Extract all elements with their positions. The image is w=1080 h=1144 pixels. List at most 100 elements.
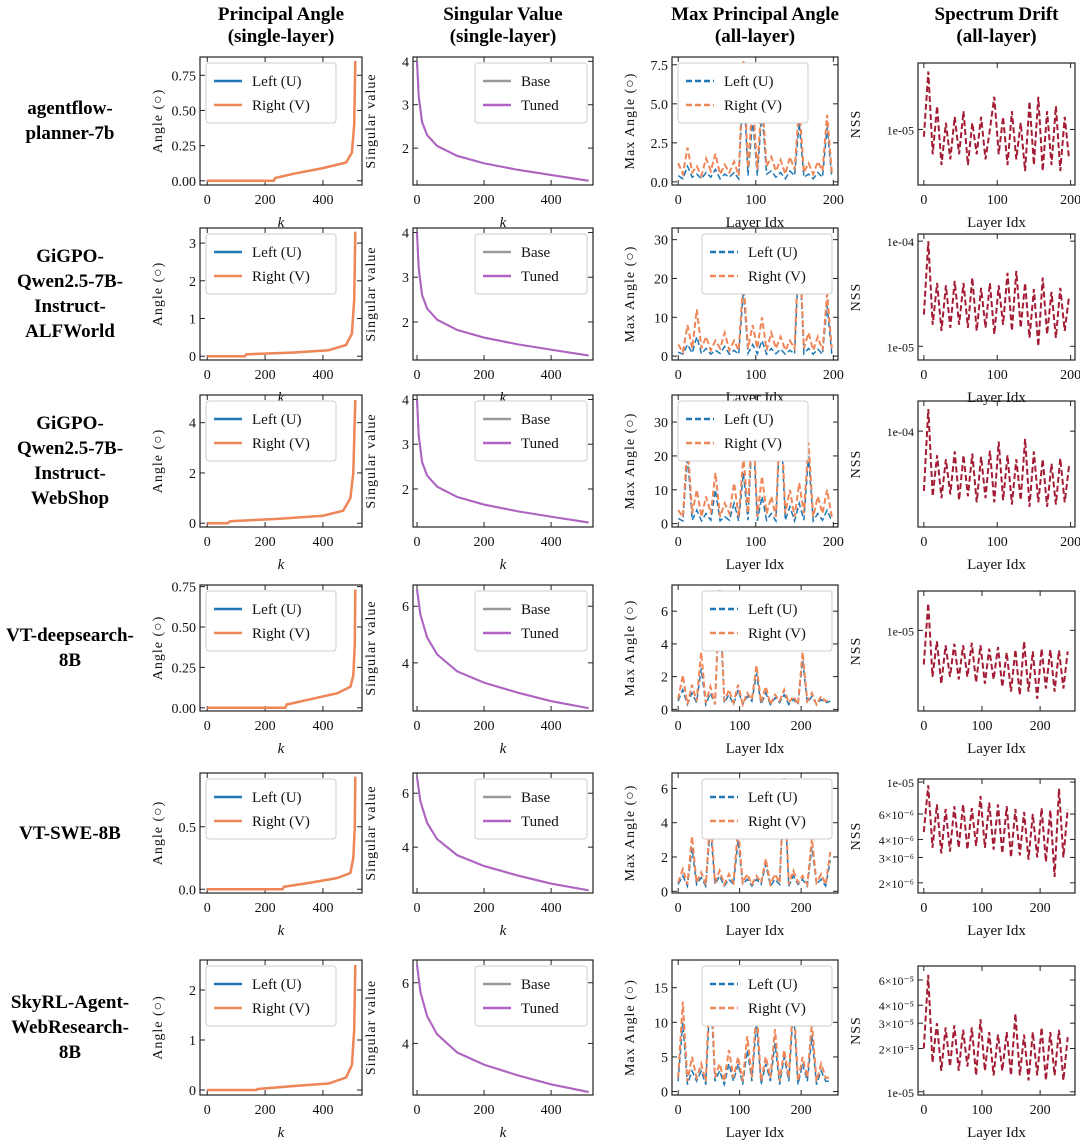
panel-max-principal-angle: 0 100 200 0 2 4 6 Max Angle (○) Layer Idx Left (U… bbox=[623, 772, 839, 939]
x-axis-label: k bbox=[278, 741, 285, 757]
x-tick-label: 200 bbox=[255, 535, 276, 550]
column-title-line: Principal Angle bbox=[217, 4, 345, 25]
y-axis-label: Max Angle (○) bbox=[623, 600, 638, 697]
tuned-line bbox=[416, 399, 589, 524]
panel-spectrum-drift: 0 100 200 1e-04 NSS Layer Idx bbox=[849, 400, 1080, 573]
row-label-line: Qwen2.5-7B- bbox=[16, 438, 124, 459]
column-title: Principal Angle (single-layer) bbox=[171, 4, 391, 48]
y-tick-label: 0.50 bbox=[172, 621, 197, 636]
panel-principal-angle: 0 200 400 0 2 4 Angle (○) k Left (U) Right (V) bbox=[151, 394, 363, 573]
x-axis-label: k bbox=[278, 923, 285, 939]
panel-principal-angle: 0 200 400 0 1 2 Angle (○) k Left (U) Right (V) bbox=[151, 959, 363, 1141]
y-tick-label: 0 bbox=[661, 518, 668, 533]
legend-label: Left (U) bbox=[252, 412, 302, 428]
panel-principal-angle: 0 200 400 0.00 0.25 0.50 0.75 Angle (○) k Left (U… bbox=[151, 56, 363, 231]
legend-label: Right (V) bbox=[252, 1001, 310, 1017]
row-label-line: agentflow- bbox=[27, 98, 113, 119]
tuned-line bbox=[416, 776, 589, 892]
x-axis-label: k bbox=[278, 557, 285, 573]
panel-singular-value: 0 200 400 4 6 Singular value k Base Tuned bbox=[364, 772, 594, 939]
y-tick-label: 6 bbox=[402, 600, 409, 615]
y-tick-label: 20 bbox=[654, 272, 668, 287]
x-tick-label: 200 bbox=[474, 901, 495, 916]
x-tick-label: 0 bbox=[675, 368, 682, 383]
legend-box bbox=[205, 62, 337, 124]
y-tick-label: 0.0 bbox=[179, 883, 197, 898]
right-v-line bbox=[677, 235, 833, 356]
axes-frame bbox=[412, 56, 594, 186]
tuned-line bbox=[416, 589, 589, 710]
y-axis-label: Angle (○) bbox=[151, 262, 166, 327]
axes-frame bbox=[671, 56, 839, 186]
y-axis-label: Angle (○) bbox=[151, 89, 166, 154]
x-axis-label: Layer Idx bbox=[967, 390, 1026, 406]
legend-label: Right (V) bbox=[252, 436, 310, 452]
legend-box bbox=[701, 778, 833, 840]
y-tick-label: 2 bbox=[661, 851, 668, 866]
x-tick-label: 100 bbox=[971, 1103, 992, 1118]
legend-label: Base bbox=[521, 977, 551, 993]
panel-singular-value: 0 200 400 2 3 4 Singular value k Base Tuned bbox=[364, 393, 594, 573]
x-tick-label: 100 bbox=[745, 193, 766, 208]
legend-label: Left (U) bbox=[748, 790, 798, 806]
y-axis-label: NSS bbox=[849, 450, 864, 479]
axes-frame bbox=[917, 62, 1076, 186]
panel-singular-value: 0 200 400 2 3 4 Singular value k Base Tuned bbox=[364, 55, 594, 231]
axes-frame bbox=[917, 778, 1076, 894]
legend-label: Left (U) bbox=[252, 74, 302, 90]
y-tick-label: 4 bbox=[661, 817, 668, 832]
y-tick-label: 3×10⁻⁵ bbox=[879, 1017, 914, 1031]
y-axis-label: Singular value bbox=[364, 980, 379, 1075]
x-tick-label: 400 bbox=[312, 368, 333, 383]
y-axis-label: Singular value bbox=[364, 73, 379, 168]
x-tick-label: 0 bbox=[675, 901, 682, 916]
x-tick-label: 400 bbox=[541, 535, 562, 550]
right-v-line bbox=[677, 966, 831, 1082]
right-v-line bbox=[677, 589, 831, 708]
axes-frame bbox=[671, 227, 839, 361]
axes-frame bbox=[199, 56, 363, 186]
legend-box bbox=[701, 590, 833, 652]
axes-frame bbox=[671, 772, 839, 894]
legend-label: Tuned bbox=[521, 436, 559, 452]
x-tick-label: 400 bbox=[312, 901, 333, 916]
x-tick-label: 0 bbox=[920, 1103, 927, 1118]
y-tick-label: 2 bbox=[402, 142, 409, 157]
y-axis-label: Angle (○) bbox=[151, 429, 166, 494]
x-tick-label: 0 bbox=[675, 719, 682, 734]
column-title: Spectrum Drift (all-layer) bbox=[887, 4, 1080, 48]
legend-box bbox=[474, 233, 588, 295]
x-axis-label: k bbox=[500, 390, 507, 406]
y-tick-label: 4 bbox=[402, 393, 409, 408]
x-tick-label: 400 bbox=[541, 193, 562, 208]
panel-max-principal-angle: 0 100 200 0.0 2.5 5.0 7.5 Max Angle (○) Layer Id… bbox=[623, 56, 844, 231]
legend-label: Right (V) bbox=[724, 436, 782, 452]
y-axis-label: Max Angle (○) bbox=[623, 785, 638, 882]
x-tick-label: 400 bbox=[312, 1103, 333, 1118]
x-tick-label: 200 bbox=[823, 368, 844, 383]
x-tick-label: 200 bbox=[474, 719, 495, 734]
row-label-line: GiGPO- bbox=[36, 413, 104, 434]
x-axis-label: k bbox=[500, 923, 507, 939]
x-axis-label: k bbox=[278, 215, 285, 231]
x-tick-label: 100 bbox=[987, 193, 1008, 208]
y-tick-label: 30 bbox=[654, 234, 668, 249]
x-tick-label: 400 bbox=[541, 1103, 562, 1118]
panel-principal-angle: 0 200 400 0.0 0.5 Angle (○) k Left (U) Right (V) bbox=[151, 772, 363, 939]
nss-line bbox=[922, 603, 1069, 699]
y-tick-label: 0 bbox=[661, 350, 668, 365]
y-tick-label: 6 bbox=[402, 787, 409, 802]
x-tick-label: 200 bbox=[474, 535, 495, 550]
left-u-line bbox=[677, 247, 833, 357]
x-tick-label: 200 bbox=[255, 368, 276, 383]
x-tick-label: 100 bbox=[987, 368, 1008, 383]
y-tick-label: 1e-05 bbox=[887, 776, 914, 790]
legend-label: Tuned bbox=[521, 814, 559, 830]
x-tick-label: 400 bbox=[541, 901, 562, 916]
axes-frame bbox=[199, 959, 363, 1096]
axes-frame bbox=[671, 394, 839, 528]
x-tick-label: 400 bbox=[312, 535, 333, 550]
x-tick-label: 0 bbox=[675, 1103, 682, 1118]
x-tick-label: 100 bbox=[987, 535, 1008, 550]
